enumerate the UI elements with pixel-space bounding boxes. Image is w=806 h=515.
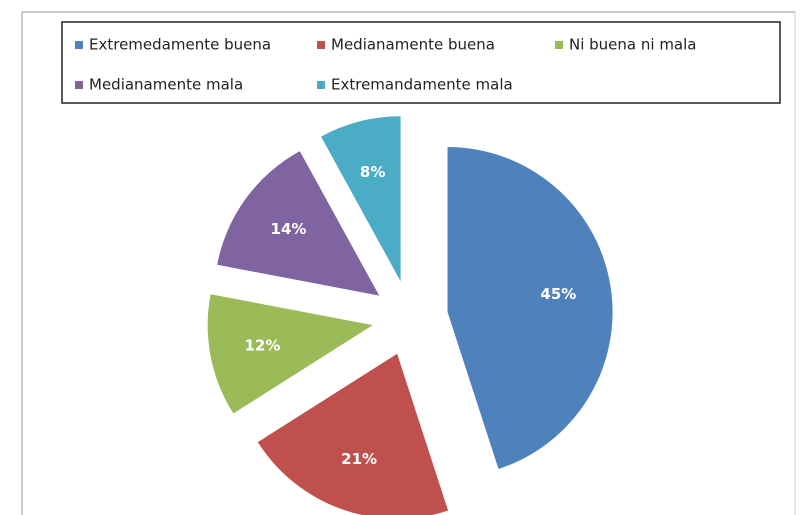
legend-box [61,21,781,104]
pie-slice [207,294,373,414]
data-label: 21% [341,450,377,468]
pie-slice [447,147,613,469]
legend-swatch [317,81,325,89]
pie-slice [217,151,380,296]
legend-swatch [317,41,325,49]
pie-slice [321,116,401,282]
data-label: 8% [360,163,385,181]
legend-label: Ni buena ni mala [569,36,697,54]
legend-swatch [555,41,563,49]
legend-swatch [75,41,83,49]
legend-label: Medianamente buena [331,36,495,54]
data-label: 12% [245,337,281,355]
legend-swatch [75,81,83,89]
legend-label: Extremandamente mala [331,76,513,94]
legend-label: Extremedamente buena [89,36,271,54]
legend-label: Medianamente mala [89,76,243,94]
data-label: 45% [540,285,576,303]
data-label: 14% [271,220,307,238]
pie-slice [257,353,449,515]
